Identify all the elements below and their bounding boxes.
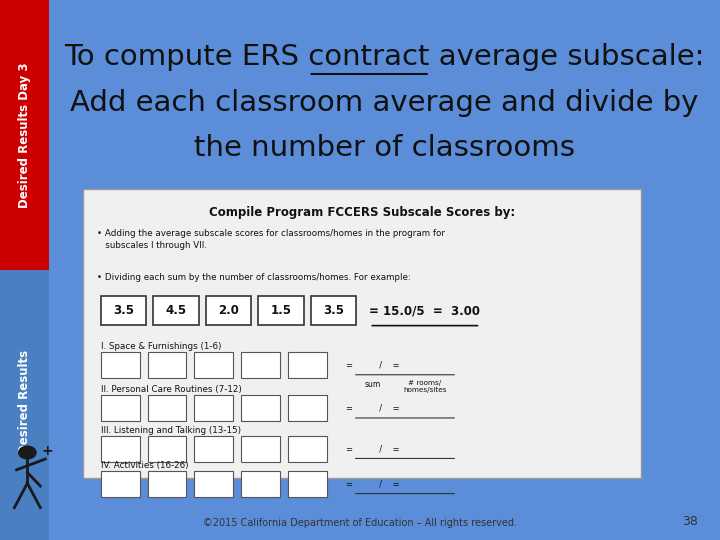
- Text: = 15.0/5  =  3.00: = 15.0/5 = 3.00: [369, 304, 480, 317]
- Bar: [194, 395, 233, 421]
- Bar: [288, 395, 327, 421]
- Text: ©2015 California Department of Education – All rights reserved.: ©2015 California Department of Education…: [203, 518, 517, 528]
- Text: =          /    =: = / =: [346, 480, 399, 488]
- Bar: [288, 436, 327, 462]
- Text: =          /    =: = / =: [346, 404, 399, 413]
- Bar: [0, 0, 49, 270]
- Bar: [288, 471, 327, 497]
- Text: 4.5: 4.5: [166, 304, 186, 317]
- Text: 38: 38: [683, 515, 698, 528]
- Text: • Adding the average subscale scores for classrooms/homes in the program for
   : • Adding the average subscale scores for…: [97, 230, 445, 251]
- Bar: [148, 352, 186, 378]
- Text: =          /    =: = / =: [346, 361, 399, 369]
- Circle shape: [18, 446, 37, 460]
- Text: To compute ERS contract average subscale:: To compute ERS contract average subscale…: [64, 43, 705, 71]
- Bar: [194, 471, 233, 497]
- Text: IV. Activities (16-26): IV. Activities (16-26): [101, 461, 189, 470]
- Bar: [101, 352, 140, 378]
- Text: sum: sum: [365, 380, 381, 389]
- Text: Compile Program FCCERS Subscale Scores by:: Compile Program FCCERS Subscale Scores b…: [209, 206, 515, 219]
- Bar: [148, 395, 186, 421]
- Bar: [0, 270, 49, 540]
- Text: =          /    =: = / =: [346, 444, 399, 453]
- Text: # rooms/
homes/sites: # rooms/ homes/sites: [403, 380, 446, 393]
- Text: Desired Results: Desired Results: [18, 350, 31, 454]
- Text: II. Personal Care Routines (7-12): II. Personal Care Routines (7-12): [101, 385, 242, 394]
- Bar: [241, 352, 280, 378]
- Text: 3.5: 3.5: [323, 304, 344, 317]
- Text: 1.5: 1.5: [271, 304, 292, 317]
- Bar: [148, 471, 186, 497]
- Bar: [258, 296, 304, 325]
- Text: 2.0: 2.0: [218, 304, 239, 317]
- Bar: [241, 471, 280, 497]
- Bar: [241, 395, 280, 421]
- Bar: [153, 296, 199, 325]
- Text: I. Space & Furnishings (1-6): I. Space & Furnishings (1-6): [101, 342, 221, 351]
- Text: 3.5: 3.5: [113, 304, 134, 317]
- Bar: [83, 189, 641, 478]
- Text: III. Listening and Talking (13-15): III. Listening and Talking (13-15): [101, 426, 241, 435]
- Bar: [101, 436, 140, 462]
- Text: • Dividing each sum by the number of classrooms/homes. For example:: • Dividing each sum by the number of cla…: [97, 273, 411, 282]
- Text: +: +: [42, 444, 53, 458]
- Bar: [194, 352, 233, 378]
- Bar: [101, 395, 140, 421]
- Bar: [194, 436, 233, 462]
- Text: Desired Results Day 3: Desired Results Day 3: [18, 62, 31, 208]
- Bar: [206, 296, 251, 325]
- Text: Add each classroom average and divide by: Add each classroom average and divide by: [71, 89, 698, 117]
- Bar: [288, 352, 327, 378]
- Bar: [101, 471, 140, 497]
- Bar: [148, 436, 186, 462]
- Bar: [101, 296, 146, 325]
- Bar: [241, 436, 280, 462]
- Text: the number of classrooms: the number of classrooms: [194, 134, 575, 163]
- Bar: [311, 296, 356, 325]
